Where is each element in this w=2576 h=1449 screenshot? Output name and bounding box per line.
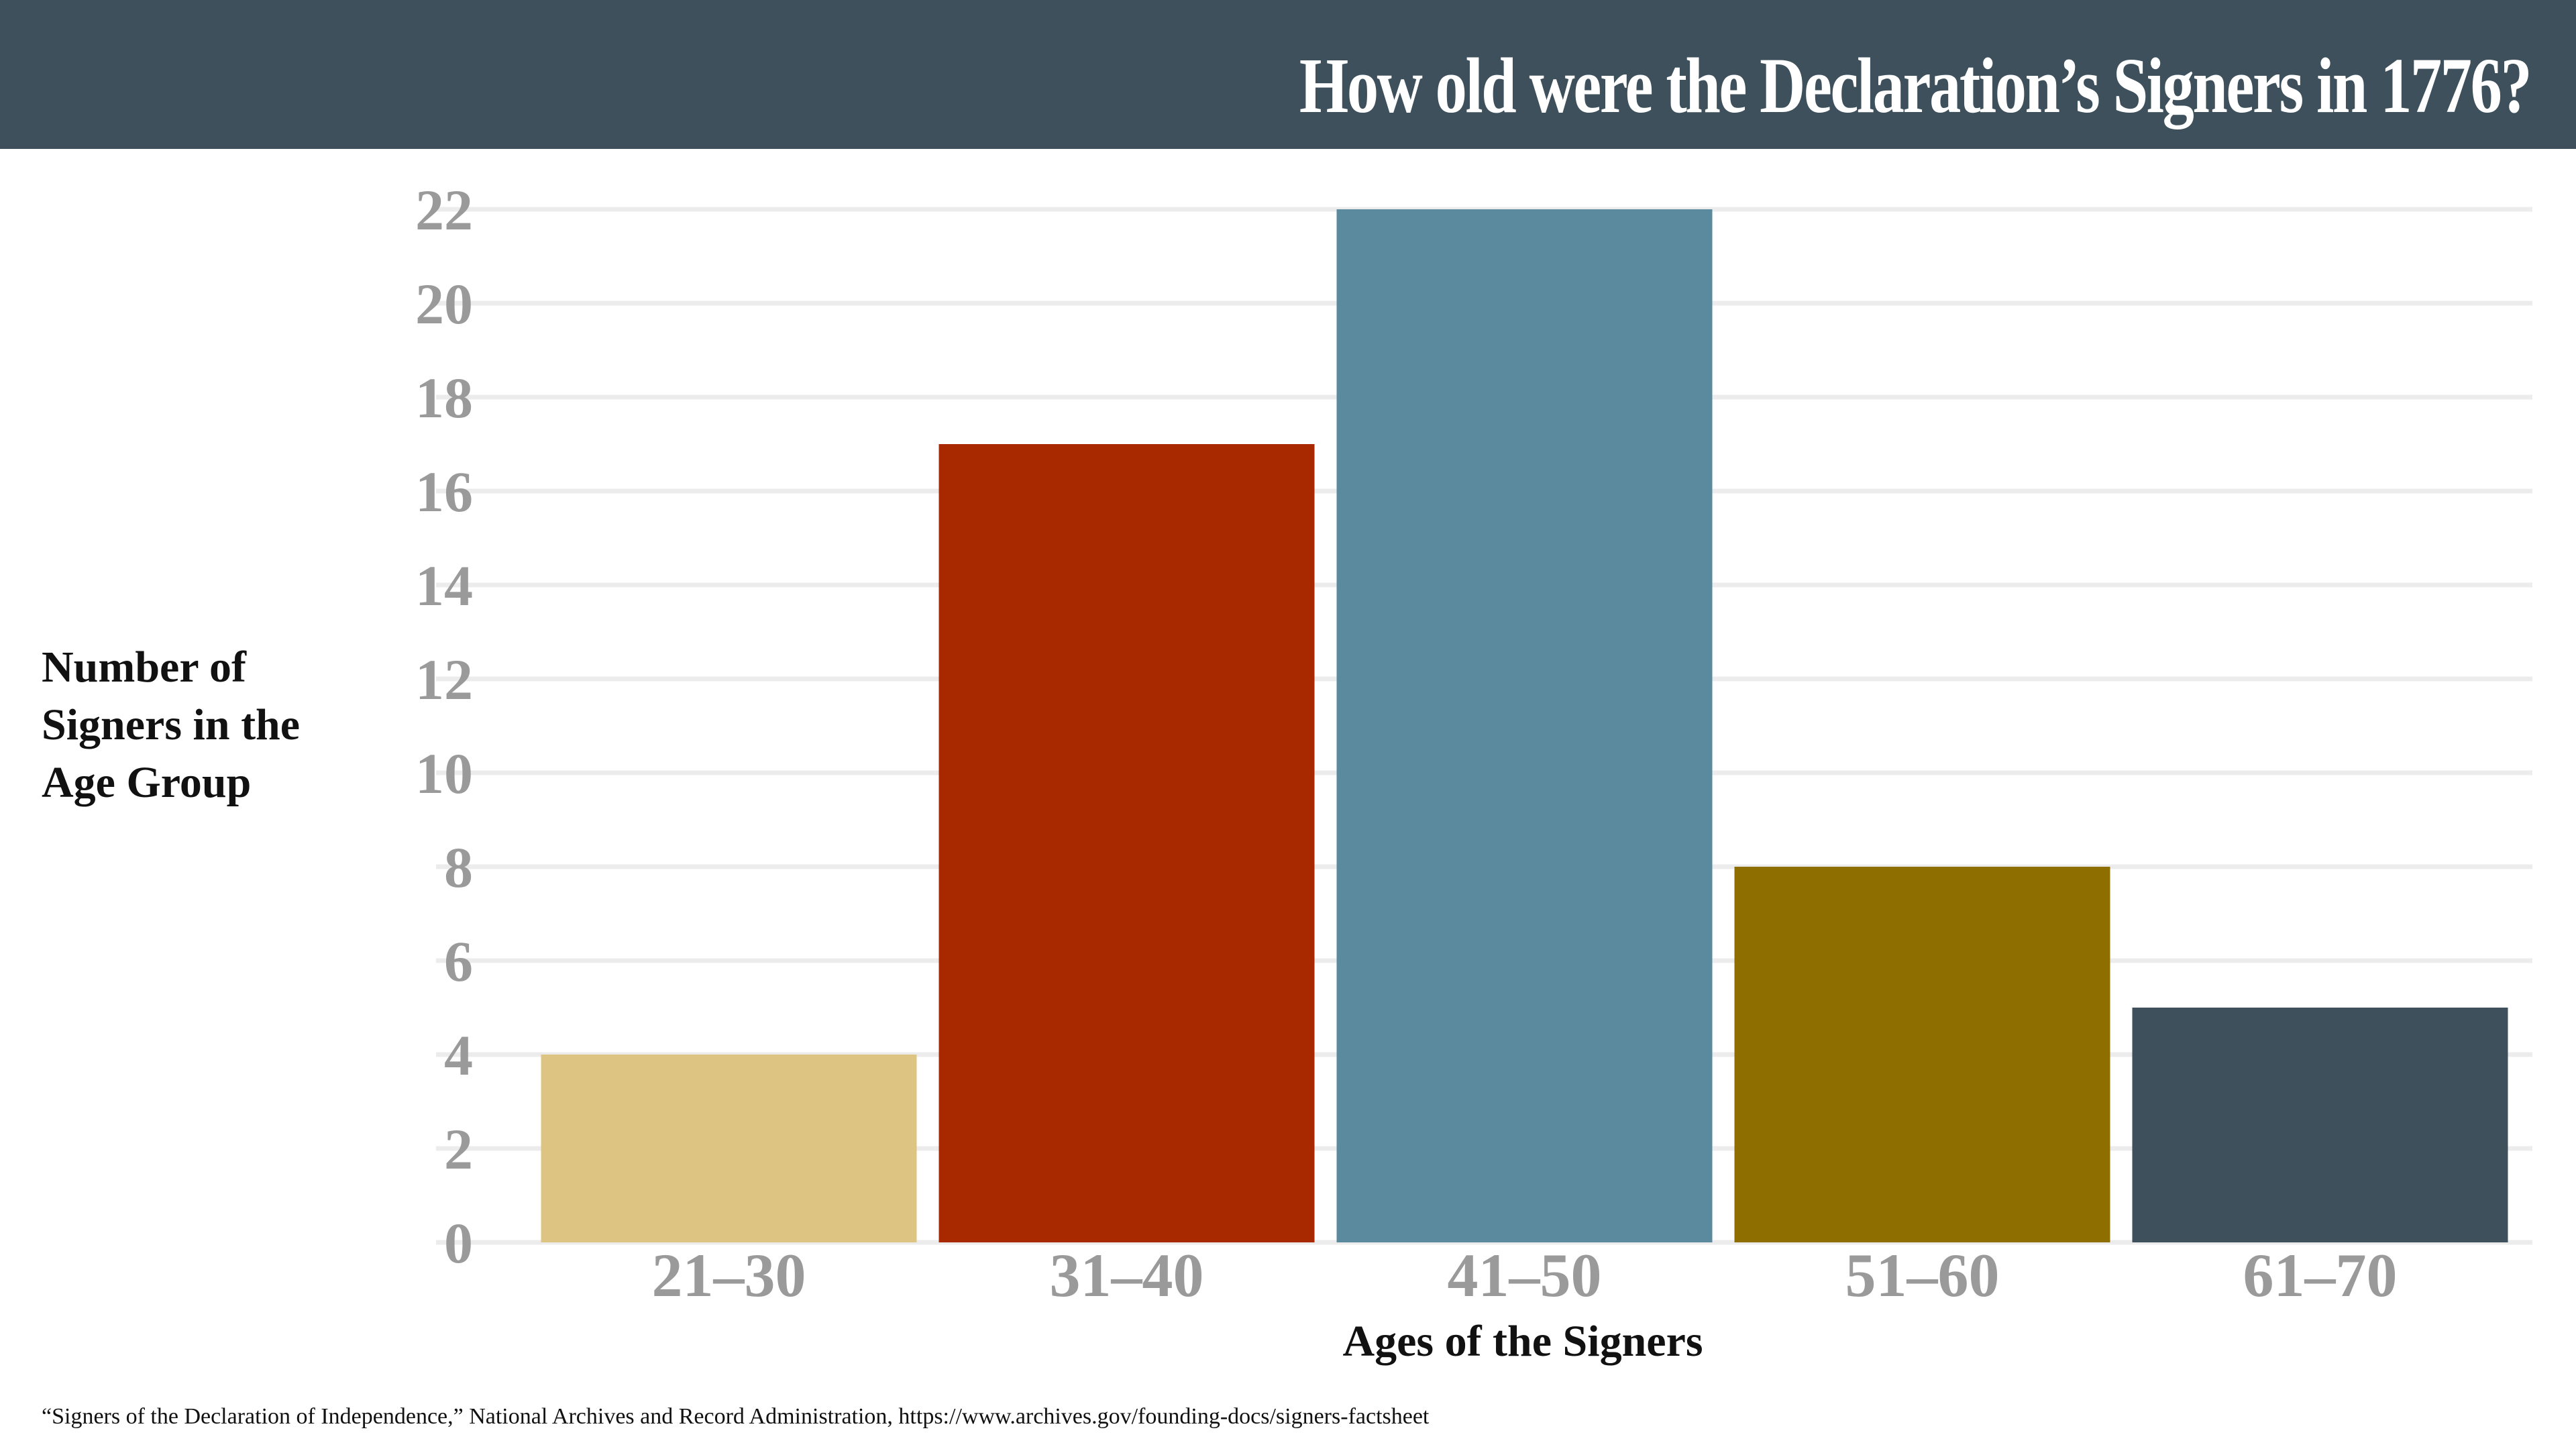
x-tick-label: 21–30 bbox=[652, 1241, 806, 1309]
bar-31–40 bbox=[938, 444, 1315, 1242]
bar-61–70 bbox=[2132, 1008, 2508, 1242]
title-banner: How old were the Declaration’s Signers i… bbox=[0, 0, 2576, 149]
y-tick-label: 12 bbox=[415, 647, 473, 712]
y-tick-label: 10 bbox=[415, 741, 473, 806]
bar-51–60 bbox=[1734, 867, 2110, 1242]
y-tick-label: 8 bbox=[444, 835, 473, 900]
y-axis-label: Number of Signers in the Age Group bbox=[42, 643, 301, 807]
x-tick-label: 51–60 bbox=[1845, 1241, 2000, 1309]
y-tick-label: 22 bbox=[415, 178, 473, 242]
y-axis-ticks: 0 2 4 6 8 10 12 14 16 18 20 22 bbox=[415, 178, 473, 1275]
y-tick-label: 20 bbox=[415, 272, 473, 336]
bar-21–30 bbox=[541, 1055, 917, 1242]
y-tick-label: 4 bbox=[444, 1023, 473, 1087]
x-axis-ticks: 21–30 31–40 41–50 51–60 61–70 bbox=[652, 1241, 2398, 1309]
x-tick-label: 31–40 bbox=[1050, 1241, 1204, 1309]
source-citation: “Signers of the Declaration of Independe… bbox=[42, 1404, 1430, 1429]
x-tick-label: 41–50 bbox=[1448, 1241, 1602, 1309]
y-tick-label: 18 bbox=[415, 366, 473, 430]
y-tick-label: 14 bbox=[415, 553, 473, 618]
bars bbox=[541, 209, 2508, 1242]
y-tick-label: 16 bbox=[415, 460, 473, 524]
x-tick-label: 61–70 bbox=[2243, 1241, 2398, 1309]
y-tick-label: 0 bbox=[444, 1211, 473, 1275]
y-tick-label: 2 bbox=[444, 1117, 473, 1181]
bar-41–50 bbox=[1336, 209, 1713, 1242]
x-axis-label: Ages of the Signers bbox=[1342, 1317, 1703, 1366]
chart-title: How old were the Declaration’s Signers i… bbox=[1299, 42, 2532, 129]
y-tick-label: 6 bbox=[444, 929, 473, 994]
